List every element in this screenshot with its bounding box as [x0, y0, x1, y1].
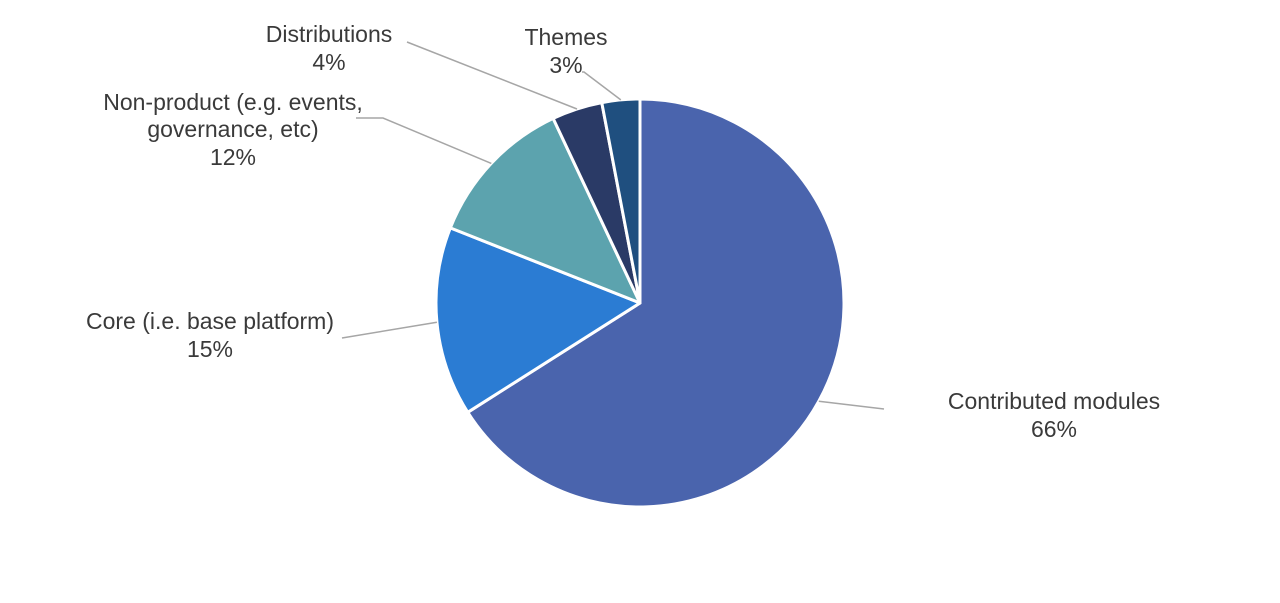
slice-label-core: Core (i.e. base platform): [86, 308, 334, 334]
slice-label-distributions: Distributions: [266, 21, 393, 47]
slice-value-core: 15%: [187, 336, 233, 362]
label-core: Core (i.e. base platform) 15%: [86, 308, 334, 362]
pie-slice-non-product-e-g-events-governance-etc: [448, 116, 642, 305]
leader-line-themes: [582, 71, 622, 101]
slice-label-themes: Themes: [524, 24, 607, 50]
slice-value-non-product: 12%: [210, 144, 256, 170]
label-non-product: Non-product (e.g. events, governance, etc…: [103, 89, 363, 170]
label-distributions: Distributions 4%: [266, 21, 393, 75]
pie-slice-contributed-modules: [466, 97, 846, 509]
leader-line-core-i-e-base-platform: [341, 321, 438, 339]
leader-lines: [341, 41, 885, 410]
slice-value-contributed-modules: 66%: [1031, 416, 1077, 442]
slice-value-themes: 3%: [549, 52, 582, 78]
slice-value-distributions: 4%: [312, 49, 345, 75]
slice-label-non-product-line1: Non-product (e.g. events, governance, etc…: [103, 89, 363, 142]
pie-slice-core-i-e-base-platform: [434, 226, 642, 414]
leader-line-non-product-e-g-events-governance-etc: [356, 117, 492, 165]
pie-slices: [434, 97, 846, 509]
pie-slice-themes: [600, 97, 642, 305]
slice-label-contributed-modules: Contributed modules: [948, 388, 1160, 414]
label-contributed-modules: Contributed modules 66%: [948, 388, 1160, 442]
label-themes: Themes 3%: [524, 24, 607, 78]
leader-line-contributed-modules: [818, 400, 885, 410]
leader-line-distributions: [406, 41, 578, 110]
